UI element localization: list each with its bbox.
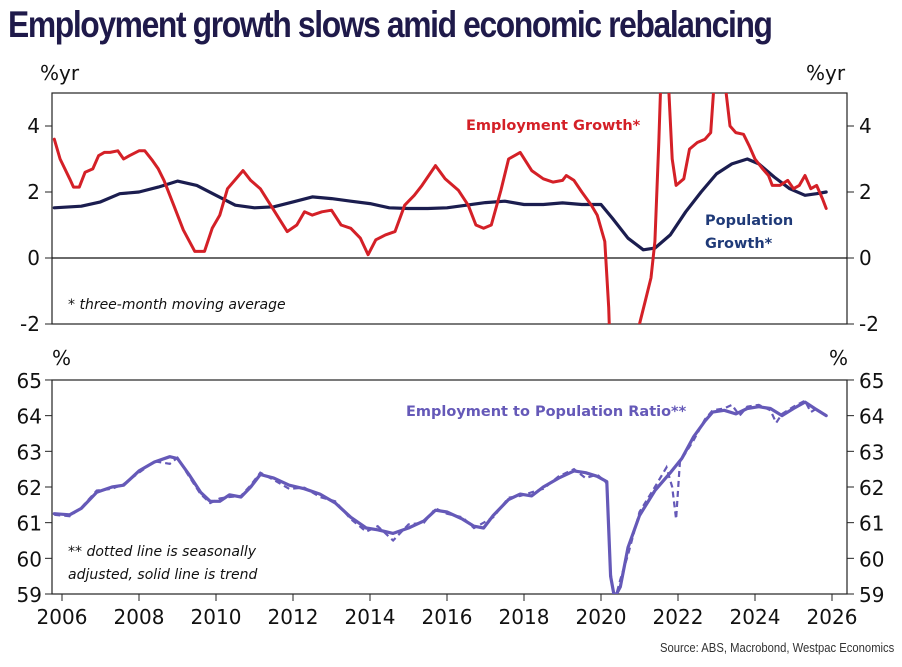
x-axis: 2006 2008 2010 2012 2014 2016 2018 2020 2022 2024… xyxy=(37,594,858,629)
bottom-right-tick-label: 60 xyxy=(859,547,884,571)
x-tick-label: 2010 xyxy=(191,605,242,629)
top-left-unit-label: %yr xyxy=(40,61,80,85)
x-tick-label: 2022 xyxy=(653,605,704,629)
bottom-right-tick-label: 61 xyxy=(859,512,884,536)
x-tick-label: 2026 xyxy=(807,605,858,629)
x-tick-label: 2020 xyxy=(576,605,627,629)
top-left-tick-label: 0 xyxy=(27,246,40,270)
bottom-left-tick-label: 65 xyxy=(17,369,42,393)
emp-pop-ratio-trend-line xyxy=(52,400,828,594)
population-growth-line xyxy=(52,157,828,252)
x-tick-label: 2008 xyxy=(114,605,165,629)
x-tick-label: 2024 xyxy=(730,605,781,629)
top-right-tick-label: 2 xyxy=(859,180,872,204)
x-tick-label: 2006 xyxy=(37,605,88,629)
top-right-tick-label: -2 xyxy=(859,312,879,336)
top-y-axis: -2 -2 0 0 2 2 4 4 xyxy=(20,114,879,336)
emp-pop-ratio-label: Employment to Population Ratio** xyxy=(406,404,687,420)
population-growth-label-line2: Growth* xyxy=(705,236,773,252)
bottom-panel: 59 59 60 60 61 61 62 62 63 63 64 64 65 65 2006 2008 201… xyxy=(17,346,885,629)
top-left-tick-label: -2 xyxy=(20,312,40,336)
top-panel: -2 -2 0 0 2 2 4 4 %yr %yr Employment Growth* Po… xyxy=(20,61,879,336)
employment-growth-label: Employment Growth* xyxy=(466,118,641,134)
x-tick-label: 2018 xyxy=(499,605,550,629)
bottom-right-tick-label: 63 xyxy=(859,440,884,464)
bottom-left-tick-label: 64 xyxy=(17,405,42,429)
top-left-tick-label: 2 xyxy=(27,180,40,204)
bottom-right-unit-label: % xyxy=(829,346,848,370)
bottom-right-tick-label: 64 xyxy=(859,405,884,429)
x-tick-label: 2014 xyxy=(345,605,396,629)
bottom-left-tick-label: 63 xyxy=(17,440,42,464)
employment-growth-line xyxy=(52,93,828,324)
dotted-line-note-line1: ** dotted line is seasonally xyxy=(68,544,257,560)
chart-title: Employment growth slows amid economic re… xyxy=(8,4,773,45)
bottom-right-tick-label: 65 xyxy=(859,369,884,393)
bottom-y-axis: 59 59 60 60 61 61 62 62 63 63 64 64 65 65 xyxy=(17,369,885,607)
x-tick-label: 2012 xyxy=(268,605,319,629)
bottom-right-tick-label: 59 xyxy=(859,583,884,607)
x-tick-label: 2016 xyxy=(422,605,473,629)
top-right-unit-label: %yr xyxy=(806,61,846,85)
bottom-left-tick-label: 62 xyxy=(17,476,42,500)
top-right-tick-label: 4 xyxy=(859,114,872,138)
dotted-line-note-line2: adjusted, solid line is trend xyxy=(68,567,257,583)
population-growth-label-line1: Population xyxy=(705,213,793,229)
bottom-right-tick-label: 62 xyxy=(859,476,884,500)
source-note: Source: ABS, Macrobond, Westpac Economic… xyxy=(659,641,894,655)
bottom-left-tick-label: 61 xyxy=(17,512,42,536)
top-left-tick-label: 4 xyxy=(27,114,40,138)
moving-average-note: * three-month moving average xyxy=(68,297,286,313)
top-right-tick-label: 0 xyxy=(859,246,872,270)
bottom-left-tick-label: 59 xyxy=(17,583,42,607)
bottom-left-unit-label: % xyxy=(52,346,71,370)
bottom-left-tick-label: 60 xyxy=(17,547,42,571)
top-plot-frame xyxy=(51,92,848,325)
